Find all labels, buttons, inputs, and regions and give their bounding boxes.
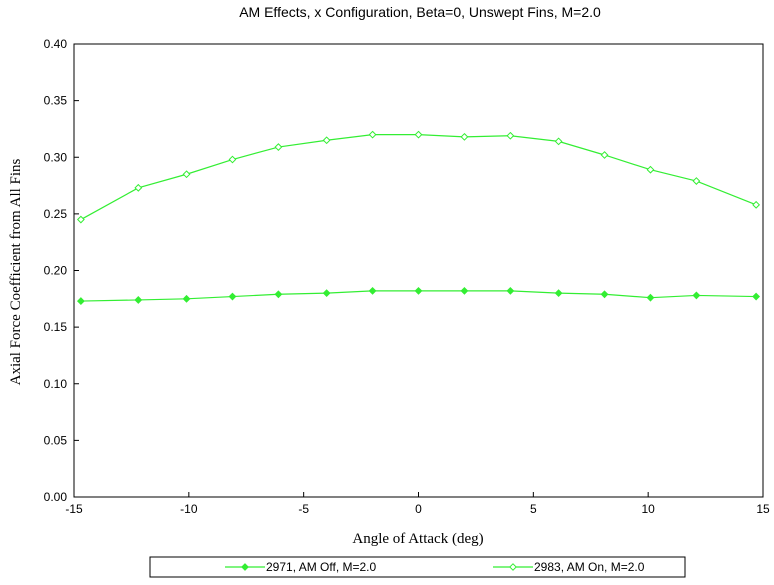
series-1-point [414, 286, 423, 295]
series-2-point [228, 155, 237, 164]
series-2-point [752, 200, 761, 209]
legend-swatch-marker [241, 563, 249, 571]
series-1-point [692, 291, 701, 300]
series-2-point [460, 132, 469, 141]
series-2-point [554, 137, 563, 146]
series-line-2 [80, 134, 757, 221]
x-tick-label: 10 [641, 502, 655, 516]
series-2-point [646, 165, 655, 174]
legend-swatch-marker [509, 563, 517, 571]
series-2-point [76, 215, 85, 224]
series-2-point [600, 151, 609, 159]
x-tick-label: -10 [180, 502, 198, 516]
series-2-point [322, 136, 331, 145]
y-tick-label: 0.20 [44, 264, 68, 278]
y-tick-label: 0.05 [44, 433, 68, 447]
y-tick-label: 0.40 [44, 37, 68, 51]
series-1-point [752, 292, 761, 301]
series-1-point [600, 290, 609, 299]
series-1-point [554, 289, 563, 298]
y-tick-label: 0.30 [44, 150, 68, 164]
x-tick-label: -5 [298, 502, 309, 516]
series-1-point [134, 296, 143, 304]
y-tick-label: 0.25 [44, 207, 68, 221]
legend-entry-label: 2971, AM Off, M=2.0 [266, 560, 377, 574]
x-tick-label: -15 [65, 502, 83, 516]
x-axis: -15 -10 -5 0 5 10 15 [65, 492, 770, 516]
series-1-point [506, 286, 515, 295]
series-1-point [228, 292, 237, 301]
series-1-point [182, 294, 191, 303]
series-1-point [274, 290, 283, 299]
y-axis-label: Axial Force Coefficient from All Fins [8, 158, 24, 385]
series-1-point [460, 286, 469, 295]
x-tick-label: 0 [415, 502, 422, 516]
y-tick-label: 0.15 [44, 320, 68, 334]
series-layer [76, 130, 761, 305]
series-2-point [414, 130, 423, 139]
x-tick-label: 5 [530, 502, 537, 516]
y-tick-label: 0.10 [44, 377, 68, 391]
legend: 2971, AM Off, M=2.0 2983, AM On, M=2.0 [149, 556, 686, 578]
series-1-point [368, 286, 377, 295]
series-1-point [322, 289, 331, 298]
y-tick-label: 0.35 [44, 94, 68, 108]
plot-area-frame [73, 43, 764, 498]
series-2-point [182, 170, 191, 179]
series-1-point [646, 293, 655, 302]
chart-title: AM Effects, x Configuration, Beta=0, Uns… [239, 4, 601, 20]
x-axis-label: Angle of Attack (deg) [352, 531, 483, 547]
y-tick-label: 0.00 [44, 490, 68, 504]
series-2-point [134, 183, 143, 192]
series-2-point [692, 177, 701, 185]
legend-entry-label: 2983, AM On, M=2.0 [534, 560, 645, 574]
x-tick-label: 15 [756, 502, 770, 516]
series-2-point [274, 143, 283, 151]
series-2-point [368, 130, 377, 139]
y-axis: 0.00 0.05 0.10 0.15 0.20 0.25 0.30 0.35 0.40 [44, 37, 79, 504]
series-1-point [76, 297, 85, 305]
legend-box [149, 556, 686, 578]
series-2-point [506, 131, 515, 140]
